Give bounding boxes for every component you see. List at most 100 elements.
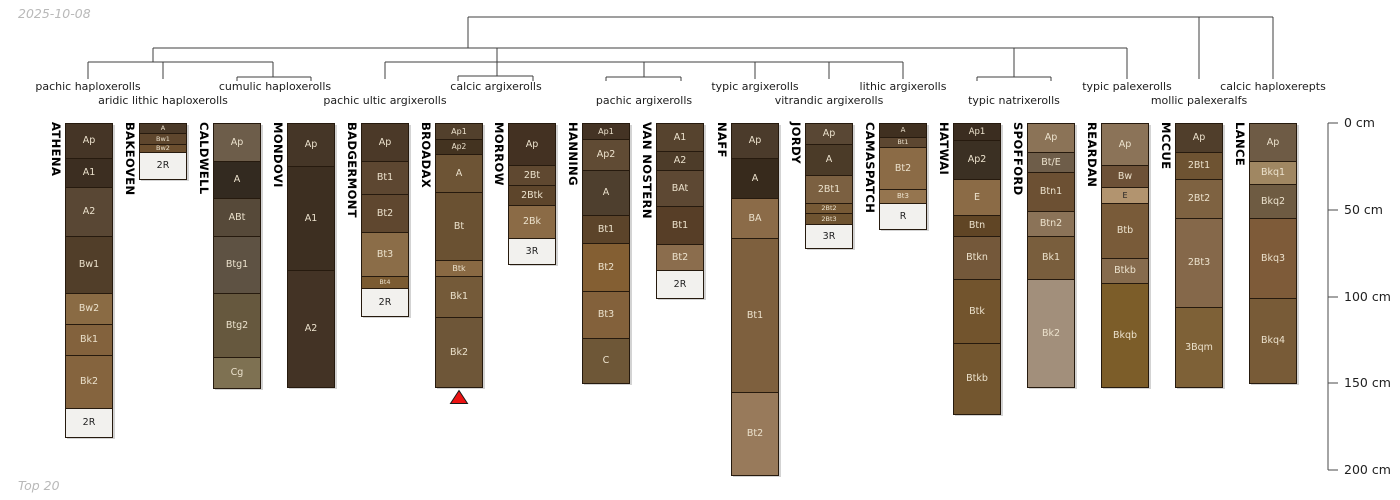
horizon-Bt3: Bt3 <box>582 291 630 339</box>
horizon-label: Bkqb <box>1112 329 1138 341</box>
horizon-2Bt2: 2Bt2 <box>1175 179 1223 219</box>
horizon-label: Ap1 <box>598 126 614 136</box>
horizon-label: E <box>973 191 980 203</box>
horizon-label: Bt3 <box>597 309 615 321</box>
horizon-label: Btn1 <box>1039 186 1063 198</box>
horizon-Ap: Ap <box>805 123 853 145</box>
horizon-label: 3R <box>525 245 539 257</box>
soil-column-broadax: BROADAX Ap1 Ap2 A Bt Btk Bk1 Bk2 <box>419 122 483 404</box>
series-name-label: CAMASPATCH <box>863 122 877 214</box>
horizon-label: Bt1 <box>897 138 909 147</box>
horizon-label: Btn2 <box>1039 218 1063 230</box>
date-label: 2025-10-08 <box>18 6 91 21</box>
taxon-label-typic-natrixerolls: typic natrixerolls <box>968 94 1060 107</box>
column-body: Ap A1 A2 Bw1 Bw2 Bk1 Bk2 2R <box>65 123 113 438</box>
horizon-A: A <box>582 170 630 216</box>
horizon-label: 2Bt2 <box>821 204 837 213</box>
horizon-Btkn: Btkn <box>953 236 1001 280</box>
horizon-Bk1: Bk1 <box>435 276 483 318</box>
column-body: Ap 2Bt1 2Bt2 2Bt3 3Bqm <box>1175 123 1223 388</box>
horizon-label: 3R <box>822 230 836 242</box>
series-name-label: SPOFFORD <box>1011 122 1025 196</box>
column-body: A Bw1 Bw2 2R <box>139 123 187 180</box>
soil-column-badgermont: BADGERMONT Ap Bt1 Bt2 Bt3 Bt4 2R <box>345 122 409 317</box>
depth-tick-150cm: 150 cm <box>1344 375 1391 390</box>
horizon-Ap: Ap <box>287 123 335 167</box>
horizon-label: Bt1 <box>746 309 764 321</box>
column-body: Ap Bkq1 Bkq2 Bkq3 Bkq4 <box>1249 123 1297 384</box>
taxon-label-calcic-argixerolls: calcic argixerolls <box>450 80 542 93</box>
red-triangle-marker <box>449 389 469 404</box>
horizon-label: Ap2 <box>596 149 616 161</box>
taxon-label-typic-palexerolls: typic palexerolls <box>1082 80 1172 93</box>
horizon-Bt1: Bt1 <box>582 215 630 244</box>
horizon-A: A <box>879 123 927 138</box>
series-name-label: LANCE <box>1233 122 1247 167</box>
series-name-label: ATHENA <box>49 122 63 177</box>
soil-column-naff: NAFF Ap A BA Bt1 Bt2 <box>715 122 779 476</box>
horizon-label: Ap <box>304 139 318 151</box>
horizon-label: Bk1 <box>449 291 469 303</box>
horizon-Bt: Bt <box>435 192 483 261</box>
horizon-Btk: Btk <box>435 260 483 277</box>
column-body: Ap A BA Bt1 Bt2 <box>731 123 779 476</box>
horizon-Btb: Btb <box>1101 203 1149 259</box>
horizon-label: A1 <box>82 167 96 179</box>
horizon-Bt2: Bt2 <box>731 392 779 476</box>
horizon-label: Ap2 <box>451 142 467 152</box>
taxon-label-pachic-ultic-argixerolls: pachic ultic argixerolls <box>323 94 447 107</box>
horizon-label: Bk2 <box>1041 327 1061 339</box>
series-name-label: HANNING <box>566 122 580 186</box>
column-body: Ap A1 A2 <box>287 123 335 388</box>
taxon-label-pachic-argixerolls: pachic argixerolls <box>595 94 693 107</box>
horizon-label: A <box>455 167 463 179</box>
horizon-label: Bkq4 <box>1260 335 1286 347</box>
horizon-label: Bw2 <box>156 144 170 153</box>
horizon-Bkq2: Bkq2 <box>1249 184 1297 219</box>
soil-column-caldwell: CALDWELL Ap A ABt Btg1 Btg2 Cg <box>197 122 261 389</box>
taxon-label-calcic-haploxerepts: calcic haploxerepts <box>1220 80 1326 93</box>
horizon-label: A <box>825 154 833 166</box>
horizon-label: Bt <box>453 220 465 232</box>
horizon-label: Btn <box>968 220 986 232</box>
horizon-label: Bk2 <box>79 376 99 388</box>
horizon-label: Ap1 <box>451 126 467 136</box>
horizon-ABt: ABt <box>213 198 261 237</box>
horizon-label: Bt/E <box>1041 156 1061 168</box>
horizon-Ap2: Ap2 <box>582 139 630 171</box>
horizon-label: 2Bt3 <box>821 214 837 223</box>
column-body: Ap1 Ap2 A Bt Btk Bk1 Bk2 <box>435 123 483 388</box>
depth-tick-0cm: 0 cm <box>1344 115 1375 130</box>
horizon-Bw2: Bw2 <box>65 293 113 325</box>
horizon-Ap: Ap <box>65 123 113 159</box>
horizon-label: 2Bt2 <box>1187 193 1211 205</box>
horizon-Bk2: Bk2 <box>1027 279 1075 388</box>
horizon-Ap: Ap <box>361 123 409 162</box>
soil-column-morrow: MORROW Ap 2Bt 2Btk 2Bk 3R <box>492 122 556 265</box>
series-name-label: JORDY <box>789 122 803 164</box>
horizon-Ap1: Ap1 <box>435 123 483 140</box>
horizon-Bt-E: Bt/E <box>1027 152 1075 173</box>
horizon-label: Bt1 <box>597 223 615 235</box>
column-body: Ap1 Ap2 A Bt1 Bt2 Bt3 C <box>582 123 630 384</box>
horizon-label: 2R <box>378 296 392 308</box>
horizon-label: Bt2 <box>376 207 394 219</box>
horizon-Bt1: Bt1 <box>656 206 704 245</box>
horizon-Bk2: Bk2 <box>435 317 483 388</box>
horizon-BA: BA <box>731 198 779 239</box>
horizon-Bw: Bw <box>1101 165 1149 188</box>
horizon-label: Btkb <box>966 373 988 385</box>
horizon-3Bqm: 3Bqm <box>1175 307 1223 388</box>
horizon-Bt2: Bt2 <box>656 244 704 271</box>
horizon-E: E <box>953 179 1001 216</box>
horizon-2Bt1: 2Bt1 <box>805 175 853 204</box>
horizon-Ap1: Ap1 <box>953 123 1001 141</box>
horizon-label: 2Btk <box>521 189 543 201</box>
horizon-label: 2Bt1 <box>817 183 841 195</box>
horizon-label: 2Bt <box>523 169 541 181</box>
horizon-label: Ap1 <box>968 126 986 137</box>
taxon-label-mollic-palexeralfs: mollic palexeralfs <box>1150 94 1248 107</box>
horizon-Ap: Ap <box>1249 123 1297 162</box>
series-name-label: BAKEOVEN <box>123 122 137 196</box>
horizon-label: Btg2 <box>225 319 249 331</box>
